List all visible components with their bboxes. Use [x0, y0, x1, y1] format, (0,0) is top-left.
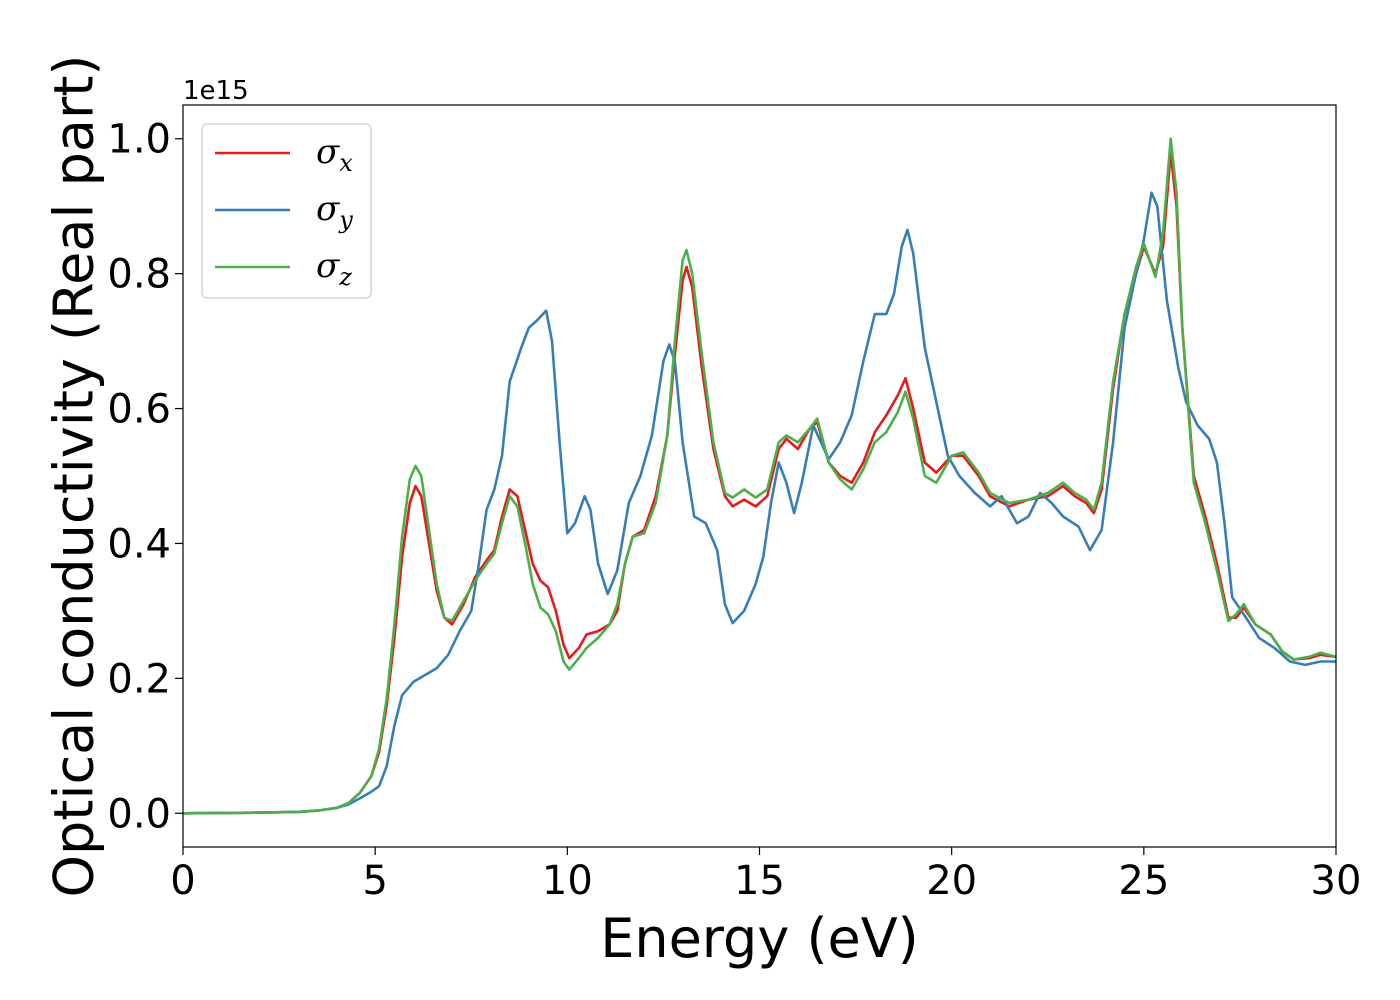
x-axis-title: Energy (eV) [600, 907, 919, 970]
y-tick-label: 1.0 [107, 117, 171, 163]
x-axis-ticks: 0 5 10 15 20 25 30 [170, 847, 1361, 904]
legend: σx σy σz [201, 123, 372, 299]
legend-label-y: σy [316, 189, 353, 234]
y-tick-label: 0.4 [107, 521, 171, 567]
x-tick-label: 30 [1311, 858, 1362, 904]
x-tick-label: 15 [734, 858, 785, 904]
series-line-z [183, 137, 1336, 815]
y-axis-ticks: 0.0 0.2 0.4 0.6 0.8 1.0 [107, 117, 183, 837]
legend-label-z: σz [316, 246, 352, 291]
x-tick-label: 5 [362, 858, 387, 904]
y-tick-label: 0.8 [107, 252, 171, 298]
x-tick-label: 10 [542, 858, 593, 904]
legend-label-x: σx [316, 132, 353, 177]
y-axis-offset-label: 1e15 [183, 76, 249, 106]
y-axis-title: Optical conductivity (Real part) [43, 55, 106, 898]
x-tick-label: 0 [170, 858, 195, 904]
y-tick-label: 0.2 [107, 656, 171, 702]
y-tick-label: 0.6 [107, 387, 171, 433]
y-tick-label: 0.0 [107, 791, 171, 837]
series-layer [183, 137, 1336, 815]
x-tick-label: 20 [926, 858, 977, 904]
x-tick-label: 25 [1118, 858, 1169, 904]
